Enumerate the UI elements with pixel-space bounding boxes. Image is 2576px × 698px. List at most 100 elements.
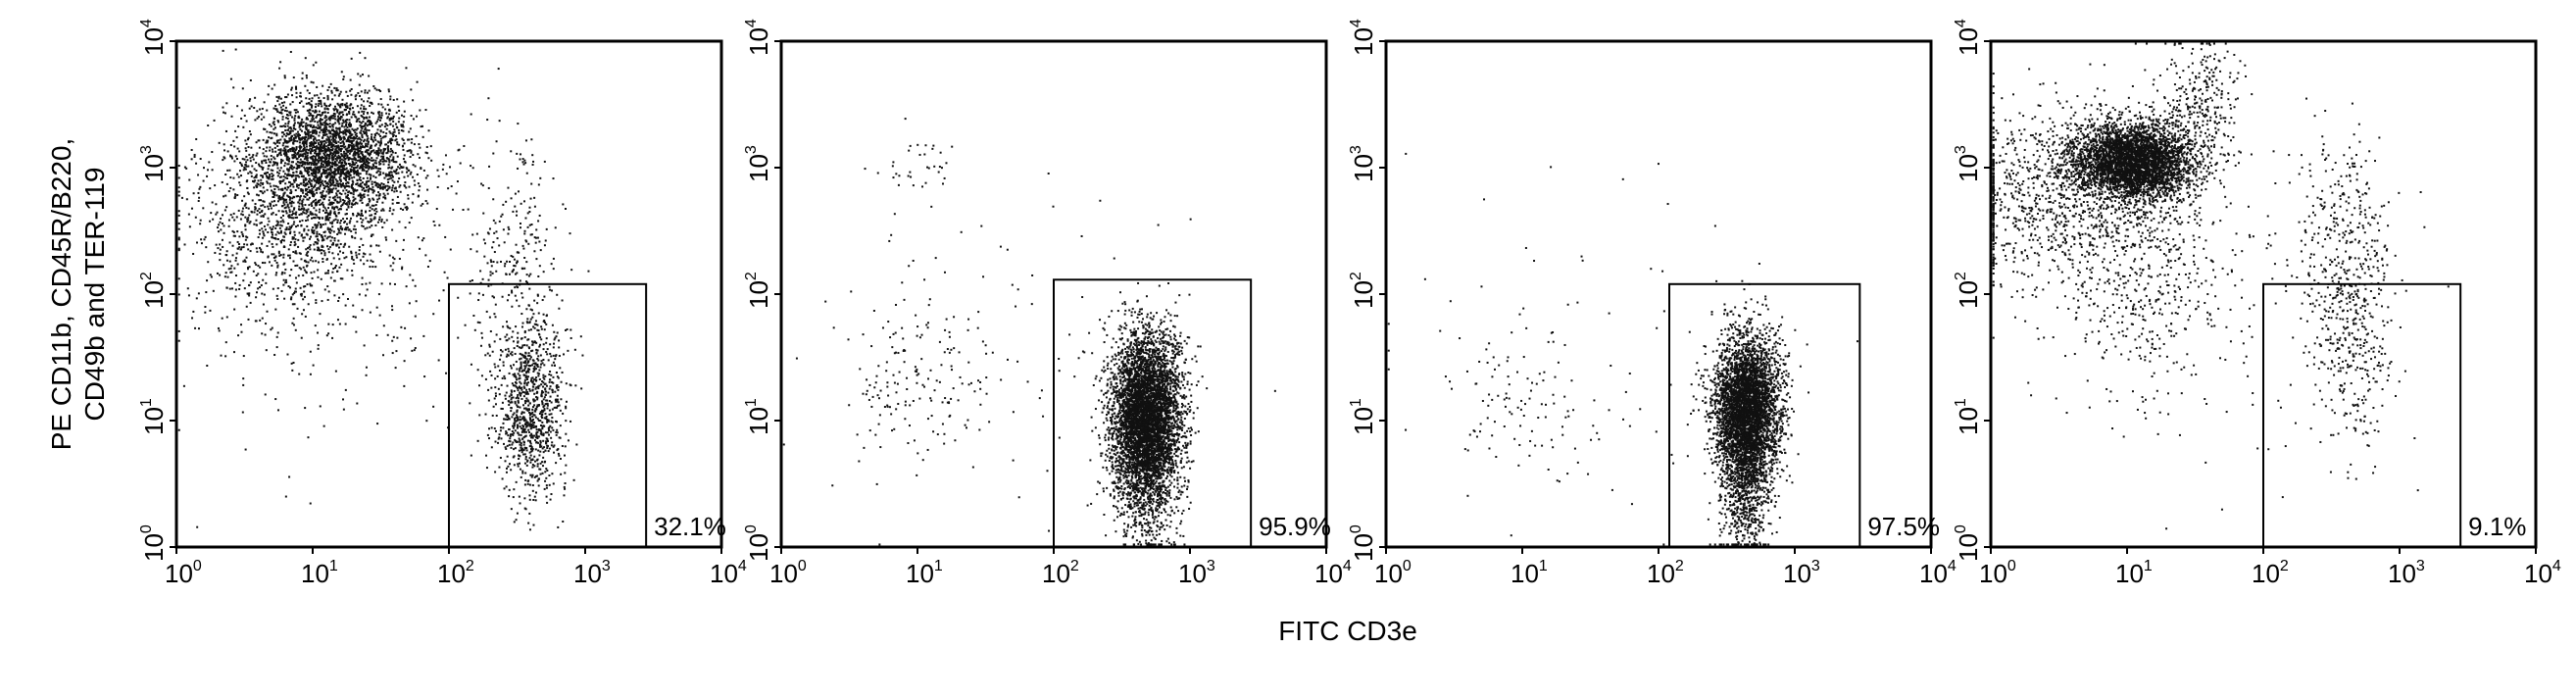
data-point [372,175,374,177]
data-point [395,124,397,125]
data-point [367,171,369,173]
data-point [377,140,379,142]
data-point [403,116,405,118]
data-point [263,148,265,150]
data-point [286,110,288,112]
data-point [316,187,318,189]
data-point [411,138,413,140]
data-point [246,143,248,145]
data-point [404,111,406,113]
data-point [329,196,331,198]
data-point [355,94,357,96]
data-point [377,168,379,170]
data-point [412,99,414,101]
data-point [321,249,322,251]
data-point [272,148,273,150]
data-point [360,108,362,110]
data-point [386,220,388,222]
data-point [419,109,421,111]
data-point [248,154,250,156]
data-point [270,137,272,139]
data-point [399,164,401,166]
data-point [286,195,288,197]
data-point [346,209,348,211]
data-point [346,218,348,220]
data-point [356,135,358,137]
data-point [359,125,361,126]
data-point [389,98,391,100]
data-point [383,210,385,212]
data-point [393,99,395,101]
data-point [322,85,323,87]
data-point [276,141,278,143]
data-point [337,182,339,184]
data-point [311,162,313,164]
data-point [359,95,361,97]
data-point [380,182,382,184]
data-point [360,75,362,77]
data-point [414,143,416,145]
data-point [376,128,378,130]
data-point [376,201,378,203]
data-point [292,172,294,174]
data-point [351,166,353,168]
data-point [382,196,384,198]
data-point [397,156,399,158]
data-point [411,142,413,144]
data-point [343,151,345,153]
data-point [266,156,268,158]
data-point [276,111,278,113]
data-point [331,203,333,205]
data-point [263,186,265,188]
data-point [294,109,296,111]
data-point [412,193,414,195]
data-point [267,206,269,208]
data-point [396,141,398,143]
data-point [311,107,313,109]
panels-layer: 32.1%100 101 102 103 10410010110210310495.9%… [138,19,2561,588]
data-point [347,205,349,207]
data-point [273,188,275,190]
data-point [249,157,251,159]
data-point [368,97,370,99]
data-point [421,125,422,127]
data-point [396,190,398,192]
data-point [368,180,370,182]
data-point [311,164,313,166]
data-point [417,153,419,155]
data-point [374,145,376,147]
data-point [329,235,331,237]
data-point [416,135,418,137]
data-point [333,117,335,119]
data-point [389,175,391,177]
data-point [340,232,342,234]
data-point [300,159,302,161]
data-point [314,121,316,123]
data-point [298,206,300,208]
data-point [312,110,314,112]
data-point [337,116,339,118]
data-point [377,119,379,121]
data-point [365,143,367,145]
data-point [324,155,326,157]
data-point [363,111,365,113]
data-point [319,160,321,162]
data-point [252,156,254,158]
data-point [278,96,280,98]
data-point [393,128,395,130]
data-point [293,179,295,181]
data-point [350,94,352,96]
data-point [274,151,276,153]
data-point [382,173,384,174]
data-point [365,218,367,220]
data-point [449,166,451,168]
data-point [302,192,304,194]
data-point [378,161,380,163]
data-point [308,174,310,176]
data-point [322,224,324,225]
data-point [345,133,347,135]
data-point [300,188,302,190]
data-point [333,87,335,89]
data-point [369,105,371,107]
data-point [283,152,285,154]
